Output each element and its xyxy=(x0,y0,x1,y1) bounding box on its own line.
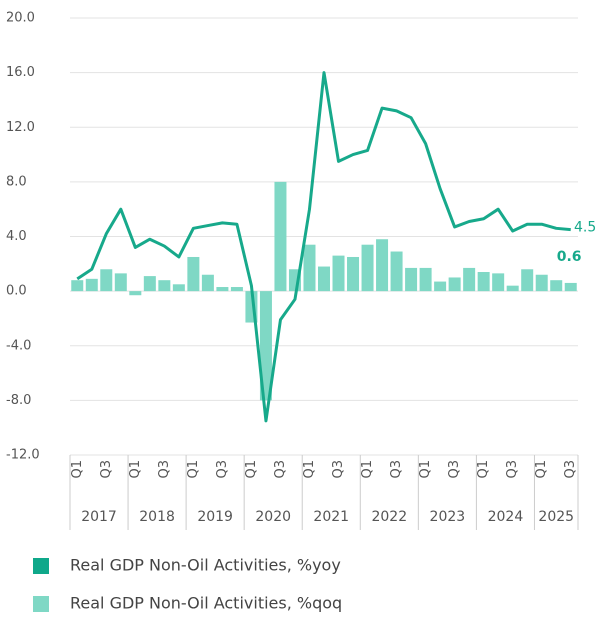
bar xyxy=(114,273,127,292)
bar xyxy=(535,274,548,292)
year-label: 2017 xyxy=(81,509,117,525)
bar xyxy=(259,291,272,401)
legend-swatch xyxy=(33,558,49,574)
bar xyxy=(347,256,360,292)
bar xyxy=(318,266,330,292)
x-tick-label: Q1 xyxy=(476,460,491,479)
bar xyxy=(463,267,476,292)
x-tick-label: Q3 xyxy=(157,460,172,479)
year-label: 2025 xyxy=(538,509,574,525)
bar xyxy=(274,181,287,292)
bar xyxy=(521,269,534,292)
y-tick-label: 0.0 xyxy=(6,284,27,299)
bar xyxy=(477,272,490,292)
year-label: 2020 xyxy=(255,509,291,525)
bar xyxy=(129,291,142,296)
bar xyxy=(187,256,200,292)
x-tick-label: Q1 xyxy=(70,460,85,479)
bar xyxy=(492,273,505,292)
bar xyxy=(506,285,519,292)
x-tick-label: Q1 xyxy=(302,460,317,479)
legend-swatch xyxy=(33,596,49,612)
year-label: 2024 xyxy=(488,509,524,525)
bar xyxy=(419,267,432,292)
y-tick-label: -4.0 xyxy=(6,338,31,353)
bar xyxy=(332,255,345,292)
bar xyxy=(390,251,403,292)
end-label: 4.5 xyxy=(574,220,596,236)
bar xyxy=(201,274,214,292)
bar xyxy=(230,287,243,292)
x-tick-label: Q3 xyxy=(505,460,520,479)
y-tick-label: 8.0 xyxy=(6,174,27,189)
bar xyxy=(216,287,229,292)
y-tick-label: 16.0 xyxy=(6,65,35,80)
bar xyxy=(172,284,185,292)
x-tick-label: Q3 xyxy=(563,460,578,479)
y-tick-label: -12.0 xyxy=(6,448,40,463)
bar xyxy=(85,278,98,292)
x-tick-label: Q3 xyxy=(99,460,114,479)
year-label: 2018 xyxy=(139,509,175,525)
bar xyxy=(564,282,577,292)
legend-label: Real GDP Non-Oil Activities, %yoy xyxy=(70,556,341,575)
bar xyxy=(143,276,156,292)
y-tick-label: 20.0 xyxy=(6,11,35,26)
x-tick-label: Q3 xyxy=(389,460,404,479)
x-tick-label: Q1 xyxy=(128,460,143,479)
year-label: 2022 xyxy=(371,509,407,525)
bar xyxy=(303,244,316,292)
y-tick-label: 4.0 xyxy=(6,229,27,244)
bar xyxy=(100,269,113,292)
x-tick-label: Q1 xyxy=(418,460,433,479)
x-tick-label: Q3 xyxy=(215,460,230,479)
bar xyxy=(158,280,171,292)
x-tick-label: Q3 xyxy=(447,460,462,479)
bar xyxy=(550,280,563,292)
end-label: 0.6 xyxy=(557,249,582,265)
bar xyxy=(405,267,418,292)
bar xyxy=(376,239,389,292)
y-tick-label: 12.0 xyxy=(6,120,35,135)
bar xyxy=(71,280,84,292)
x-tick-label: Q1 xyxy=(534,460,549,479)
x-tick-label: Q1 xyxy=(360,460,375,479)
year-label: 2021 xyxy=(313,509,349,525)
legend-label: Real GDP Non-Oil Activities, %qoq xyxy=(70,594,342,613)
line xyxy=(76,71,571,423)
x-tick-label: Q1 xyxy=(186,460,201,479)
year-label: 2023 xyxy=(430,509,466,525)
year-label: 2019 xyxy=(197,509,233,525)
x-tick-label: Q3 xyxy=(273,460,288,479)
bar xyxy=(434,281,447,292)
bar xyxy=(361,244,374,292)
y-tick-label: -8.0 xyxy=(6,393,31,408)
x-tick-label: Q1 xyxy=(244,460,259,479)
x-tick-label: Q3 xyxy=(331,460,346,479)
bar xyxy=(448,277,461,292)
